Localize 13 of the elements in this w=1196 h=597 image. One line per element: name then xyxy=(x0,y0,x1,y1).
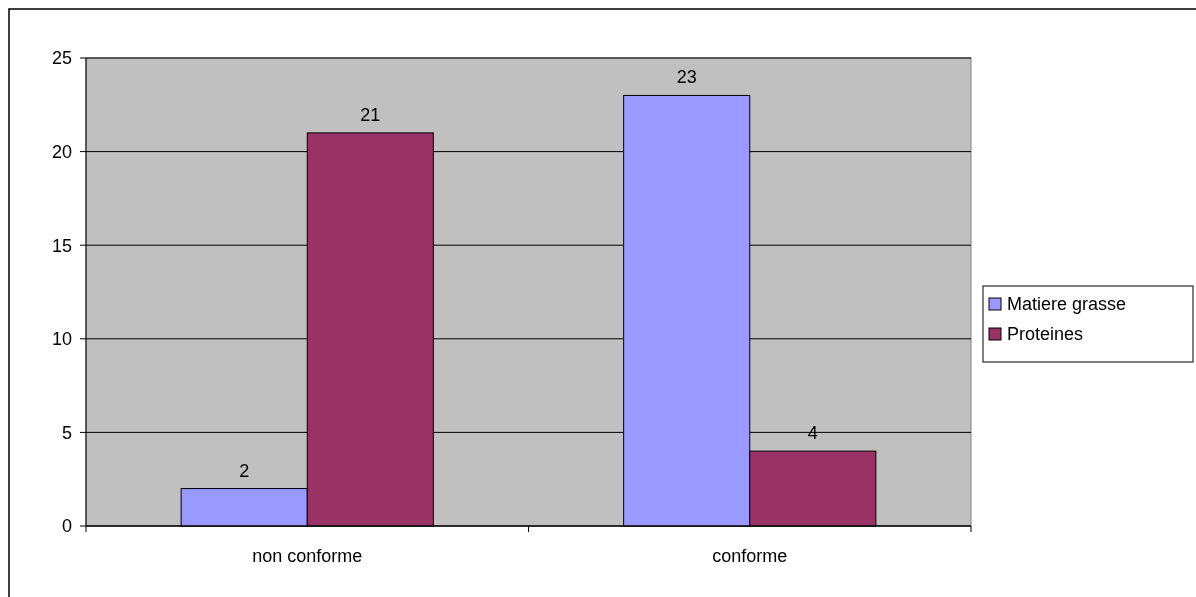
y-tick-label: 5 xyxy=(61,422,72,443)
x-tick-label: non conforme xyxy=(252,546,363,566)
legend-label: Matiere grasse xyxy=(1007,294,1127,315)
y-tick-label: 15 xyxy=(51,235,72,256)
y-tick-label: 0 xyxy=(61,516,72,537)
data-label: 21 xyxy=(360,104,381,125)
data-label: 23 xyxy=(676,67,697,88)
data-label: 2 xyxy=(239,460,250,481)
x-tick-label: conforme xyxy=(712,546,788,566)
y-tick-label: 10 xyxy=(51,329,72,350)
y-tick-label: 20 xyxy=(51,141,72,162)
y-tick-label: 25 xyxy=(51,48,72,69)
legend-label: Proteines xyxy=(1007,324,1084,345)
